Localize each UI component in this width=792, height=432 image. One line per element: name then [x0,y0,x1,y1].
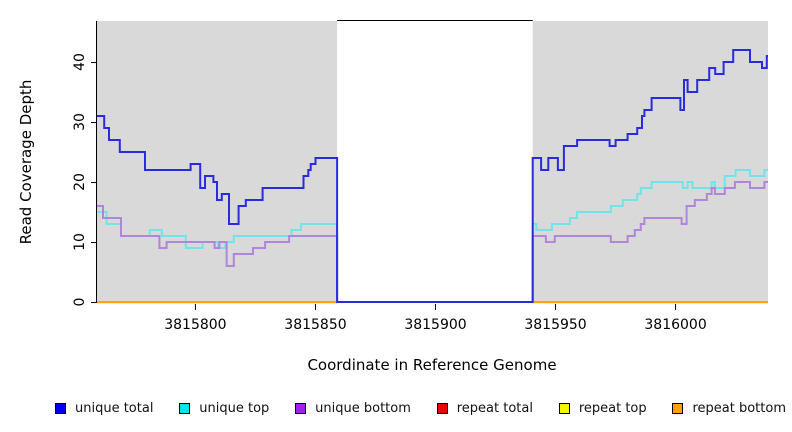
legend-label: unique total [75,400,154,416]
legend-item-unique-top: unique top [179,401,269,416]
legend-item-unique-bottom: unique bottom [295,401,411,416]
legend-swatch-unique-bottom [295,402,307,414]
chart-generated-layer: 0 10 20 30 40 3815800 3815850 3815900 3815950 381… [72,20,768,333]
legend-label: unique top [199,400,270,416]
x-tick-label: 3815800 [164,317,226,333]
x-tick-label: 3816000 [644,317,706,333]
legend-swatch-repeat-top [558,402,570,414]
y-tick-label: 40 [72,53,88,71]
legend-label: repeat bottom [692,400,786,416]
legend-swatch-repeat-bottom [672,402,684,414]
right-gray-region [532,21,768,304]
legend-swatch-unique-top [179,402,191,414]
series-line-unique-top [97,169,768,303]
y-tick-label: 0 [72,298,88,307]
legend-item-unique-total: unique total [55,401,153,416]
x-axis-title: Coordinate in Reference Genome [307,356,556,374]
series-line-unique-total [97,49,768,303]
legend-label: repeat top [578,400,647,416]
series-line-unique-bottom [97,181,768,303]
legend-swatch-unique-total [55,402,66,414]
legend-item-repeat-top: repeat top [558,400,647,416]
left-gray-region [97,21,338,304]
legend-swatch-repeat-total [436,402,448,414]
x-tick-label: 3815900 [404,317,466,333]
legend-label: repeat total [456,400,533,416]
y-tick-label: 20 [72,173,88,191]
y-tick-label: 10 [72,233,88,251]
legend: unique total unique top unique bottom repea… [55,398,786,418]
x-tick-label: 3815950 [524,317,586,333]
y-tick-label: 30 [72,113,88,131]
legend-label: unique bottom [315,400,411,416]
x-tick-label: 3815850 [284,317,346,333]
y-axis-title: Read Coverage Depth [17,80,35,245]
legend-item-repeat-total: repeat total [436,400,533,416]
legend-item-repeat-bottom: repeat bottom [672,401,786,416]
